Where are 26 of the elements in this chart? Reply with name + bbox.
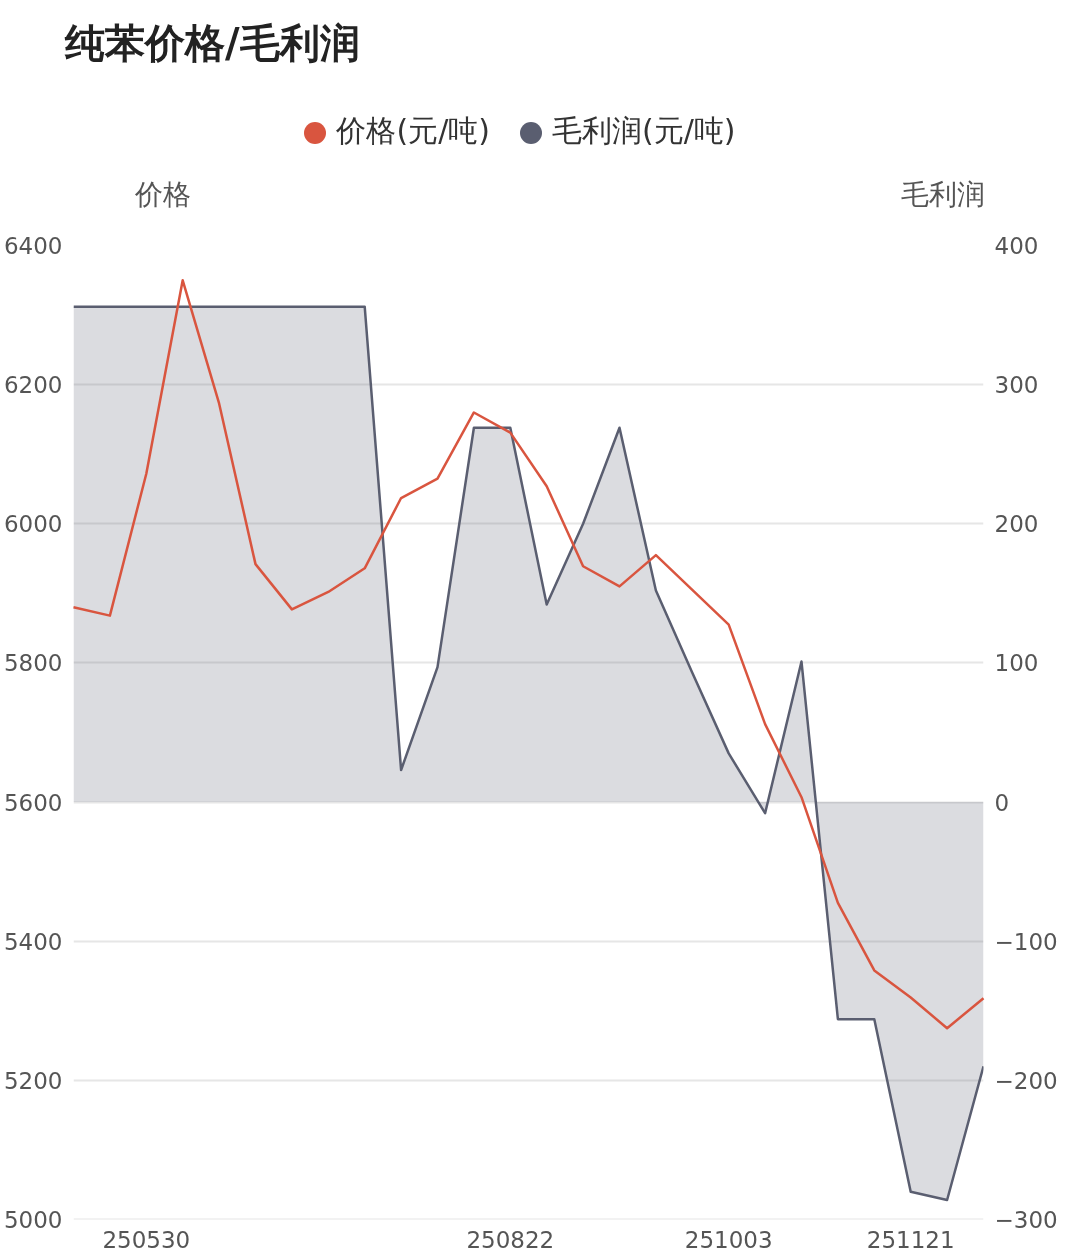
y-tick-label: 5400 bbox=[3, 928, 63, 955]
x-tick-label: 251121 bbox=[866, 1226, 955, 1251]
legend-label: 价格(元/吨) bbox=[336, 113, 490, 148]
y-tick-label: 5200 bbox=[3, 1067, 63, 1094]
x-tick-label: 250530 bbox=[102, 1226, 191, 1251]
y2-axis-title: 毛利润 bbox=[901, 177, 985, 213]
y-tick-label: 6000 bbox=[3, 511, 63, 538]
y-tick-label: 5000 bbox=[3, 1207, 63, 1233]
y2-tick-label: −300 bbox=[994, 1207, 1058, 1233]
y2-tick-label: 400 bbox=[994, 233, 1039, 259]
x-tick-label: 251003 bbox=[684, 1226, 773, 1251]
chart-title: 纯苯价格/毛利润 bbox=[63, 19, 361, 68]
y2-tick-label: 0 bbox=[994, 789, 1010, 816]
y2-tick-label: 300 bbox=[994, 372, 1039, 399]
y-tick-label: 6400 bbox=[3, 233, 63, 259]
y-tick-label: 5800 bbox=[3, 650, 63, 677]
y-tick-label: 6200 bbox=[3, 372, 63, 399]
y2-tick-label: −200 bbox=[994, 1067, 1058, 1094]
y2-tick-label: 200 bbox=[994, 511, 1039, 538]
y2-tick-label: 100 bbox=[994, 650, 1039, 677]
legend-label: 毛利润(元/吨) bbox=[552, 113, 736, 148]
y2-tick-label: −100 bbox=[994, 928, 1058, 955]
x-tick-label: 250822 bbox=[466, 1226, 555, 1251]
y-tick-label: 5600 bbox=[3, 789, 63, 816]
y-axis-title: 价格 bbox=[135, 177, 191, 213]
line-series bbox=[72, 279, 985, 1030]
